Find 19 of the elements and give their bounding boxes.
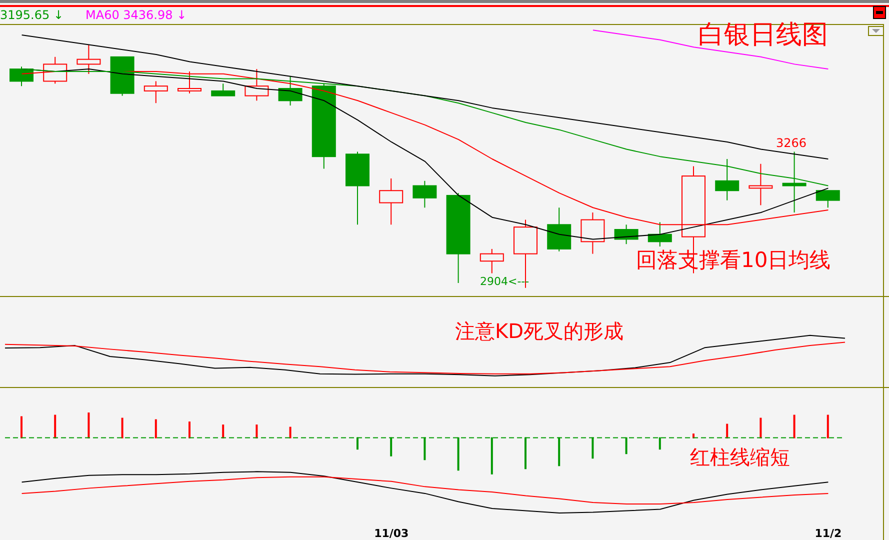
annotation: 红柱线缩短 [690,445,790,469]
candlestick [278,76,302,106]
text: MA60 3436.98 ↓ [86,8,187,22]
candlestick [76,44,101,74]
candlestick [816,190,840,208]
candlestick [580,212,605,254]
candlestick [648,222,672,248]
candlestick [379,178,404,226]
candlestick [748,163,773,206]
candlestick [144,80,168,104]
annotation: 注意KD死叉的形成 [455,319,624,343]
x-tick-label: 11/03 [374,526,409,540]
candlestick [211,83,236,96]
annotation: 3266 [776,136,807,150]
text: 3195.65 ↓ [0,8,64,22]
candlestick [412,180,437,208]
candlestick [480,248,504,274]
x-tick-label: 11/2 [814,526,842,540]
chart-title: 白银日线图 [698,20,828,50]
